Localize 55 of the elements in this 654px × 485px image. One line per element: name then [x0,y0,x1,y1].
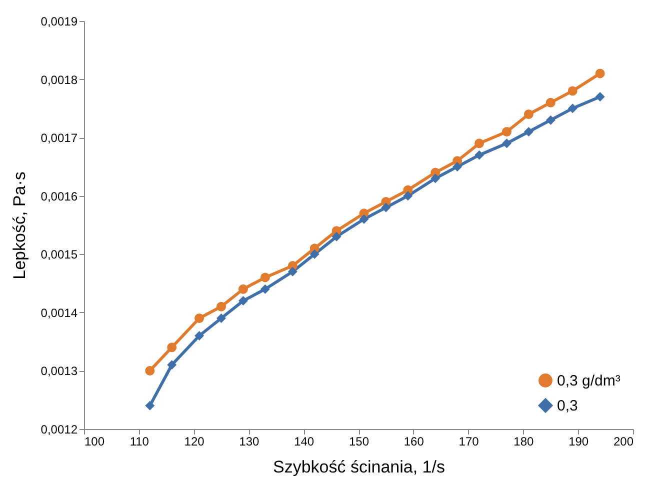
point [524,127,534,136]
point [216,314,226,323]
point [238,284,248,294]
point [260,272,270,282]
x-tick-label: 200 [613,434,634,448]
point [546,115,556,125]
x-tick-label: 150 [348,434,370,448]
point [403,191,413,201]
point [568,86,578,96]
y-tick-label: 0,0014 [40,306,78,320]
point [546,98,556,108]
point [216,302,226,312]
point [568,104,578,114]
point [238,296,248,306]
point [595,92,605,102]
point [310,249,320,259]
point [502,127,512,136]
legend-label: 0,3 g/dm³ [557,372,620,390]
point [145,400,155,410]
point [502,138,512,148]
x-tick-label: 140 [294,434,314,448]
x-tick-label: 100 [84,434,105,448]
x-tick-label: 190 [568,434,589,448]
y-tick-label: 0,0012 [40,422,78,436]
y-axis-title: Lepkość, Pa·s [10,172,29,280]
y-tick-label: 0,0016 [40,189,78,204]
y-tick-label: 0,0015 [40,248,78,262]
x-tick-label: 160 [404,434,424,448]
point [167,360,177,370]
y-tick-label: 0,0017 [40,131,78,146]
x-tick-label: 180 [514,434,534,448]
point [167,342,177,352]
x-tick-label: 120 [184,434,205,448]
point [595,68,605,78]
x-axis-title: Szybkość ścinania, 1/s [273,458,445,476]
y-tick-label: 0,0019 [40,14,78,28]
point [194,331,204,340]
x-tick-label: 170 [458,434,480,448]
y-tick-label: 0,0018 [40,72,78,87]
point [381,202,391,212]
point [288,266,298,276]
y-tick-label: 0,0013 [40,364,78,378]
point [194,314,204,323]
x-tick-label: 110 [130,434,150,448]
point [145,366,155,376]
point [452,162,462,172]
point [474,150,484,160]
x-tick-label: 130 [239,434,260,448]
point [430,174,440,184]
point [474,138,484,148]
point [359,214,369,224]
legend-label: 0,3 [557,398,578,414]
point [524,110,534,119]
point [260,284,270,294]
point [332,232,342,242]
